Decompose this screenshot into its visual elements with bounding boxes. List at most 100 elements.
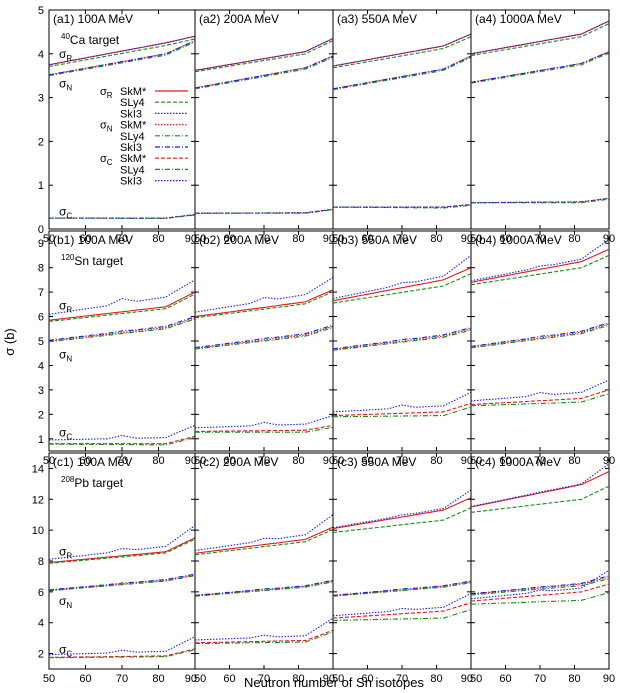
series-N-ski3 [194,324,334,349]
sigma-r-label: σR [59,299,72,315]
x-tick-label: 80 [430,455,442,467]
y-tick-label: 1 [38,434,44,446]
series-R-ski3 [332,33,472,67]
series-C-sly4 [49,649,196,659]
x-tick-label: 60 [499,233,511,245]
series-R-skmstar [48,537,196,564]
x-tick-label: 80 [430,673,442,685]
y-tick-label: 12 [32,494,44,506]
series-R-sly4 [332,273,472,304]
series-R-sly4 [470,23,610,57]
series-C-ski3 [470,379,610,402]
y-tick-label: 10 [32,525,44,537]
y-tick-label: 8 [38,556,44,568]
target-label: 120Sn target [61,253,124,268]
series-N-ski3 [48,573,196,591]
y-tick-label: 0 [38,224,44,236]
series-R-sly4 [470,485,610,513]
series-N-sly4 [470,52,610,84]
series-N-skmstar [332,328,472,351]
series-C-skmstar [332,402,472,417]
y-tick-label: 1 [38,180,44,192]
series-C-ski3 [471,197,610,204]
x-tick-label: 80 [568,455,580,467]
x-tick-label: 50 [332,233,344,245]
sigma-r-label: σR [59,47,72,63]
series-N-skmstar [470,576,610,595]
series-N-skmstar [48,317,196,342]
x-axis-label: Neutron number of Sn isotopes [244,675,424,690]
panel-2-2: 50 60 70 80 90 (b2) 200A MeV [194,230,335,467]
y-axis-label: σ (b) [2,328,17,356]
series-R-ski3 [194,38,334,71]
x-tick-label: 50 [470,455,482,467]
series-R-sly4 [194,528,334,556]
series-R-ski3 [48,525,196,560]
panel-label: (a3) 550A MeV [337,12,417,26]
y-tick-label: 3 [38,93,44,105]
x-tick-label: 60 [361,673,373,685]
x-tick-label: 90 [461,673,473,685]
x-tick-label: 70 [258,233,270,245]
sigma-r-label: σR [59,545,72,561]
x-tick-label: 50 [470,233,482,245]
series-R-ski3 [48,35,196,66]
panel-frame [332,452,472,670]
series-N-ski3 [470,322,610,347]
x-tick-label: 70 [258,673,270,685]
series-R-skmstar [332,33,472,67]
series-C-skmstar [194,629,334,644]
x-tick-label: 50 [332,673,344,685]
series-R-ski3 [332,489,472,529]
series-N-skmstar [194,325,334,349]
panel-label: (b3) 550A MeV [337,233,417,247]
y-tick-label: 6 [38,312,44,324]
x-tick-label: 70 [116,233,128,245]
series-R-sly4 [48,293,196,322]
y-tick-label: 4 [38,618,44,630]
series-N-skmstar [194,580,334,597]
series-C-ski3 [332,391,472,413]
series-C-sly4 [195,426,334,433]
series-N-skmstar [470,51,610,83]
legend-group-label: σN [100,120,113,134]
legend-group-label: σR [100,86,113,100]
legend-entry-label: SkI3 [120,108,142,120]
x-tick-label: 70 [116,455,128,467]
series-N-ski3 [332,580,472,596]
series-N-sly4 [332,56,472,91]
panel-label: (c2) 200A MeV [199,455,278,469]
panel-3-3: 50 60 70 80 90 (c3) 550A MeV [332,452,473,685]
panel-1-4: 50 60 70 80 90(a4) 1000A MeV [470,9,615,245]
x-tick-label: 60 [79,233,91,245]
series-C-ski3 [333,203,472,208]
x-tick-label: 60 [79,455,91,467]
series-R-skmstar [194,526,334,554]
series-N-sly4 [470,578,610,596]
legend-entry-label: SLy4 [120,131,145,143]
x-tick-label: 50 [470,673,482,685]
panel-frame [470,230,610,452]
legend-entry-label: SLy4 [120,97,145,109]
x-tick-label: 80 [292,455,304,467]
sigma-n-label: σN [59,77,72,93]
series-C-ski3 [194,415,334,429]
series-C-ski3 [470,569,610,600]
x-tick-label: 50 [194,673,206,685]
series-R-ski3 [48,279,196,315]
legend-entry-label: SkI3 [120,142,142,154]
x-tick-label: 90 [603,673,615,685]
x-tick-label: 90 [185,455,197,467]
x-tick-label: 80 [152,673,164,685]
y-tick-label: 4 [38,49,44,61]
y-tick-label: 5 [38,336,44,348]
panel-label: (a2) 200A MeV [199,12,279,26]
series-N-sly4 [194,56,334,90]
y-tick-label: 8 [38,263,44,275]
x-tick-label: 60 [223,233,235,245]
panel-2-3: 50 60 70 80 90 (b3) 550A MeV [332,230,473,467]
x-tick-label: 70 [116,673,128,685]
series-N-sly4 [332,582,472,597]
